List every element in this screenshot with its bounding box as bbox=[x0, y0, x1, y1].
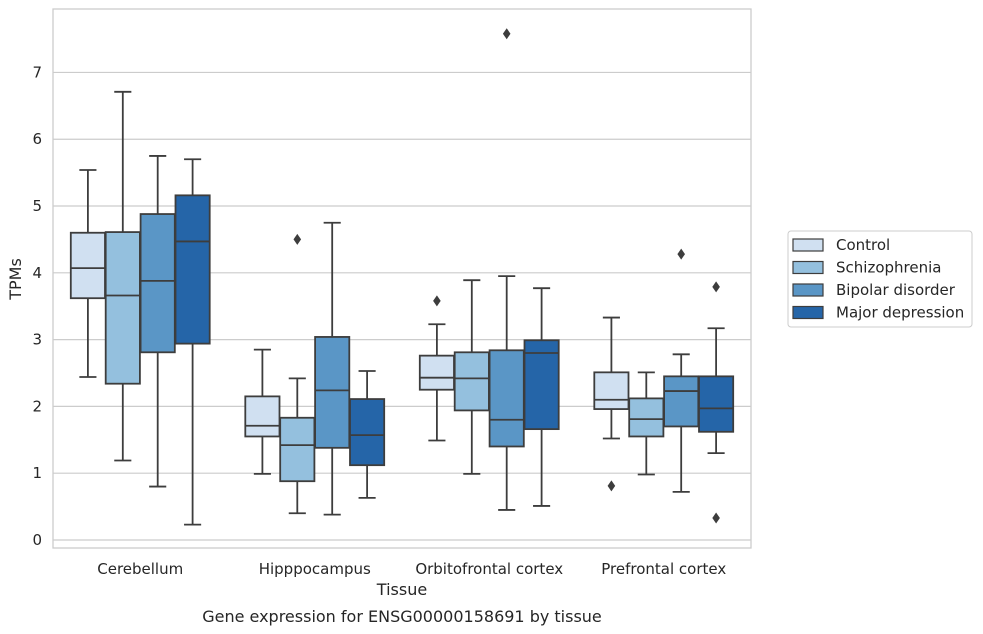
legend-label: Control bbox=[836, 236, 890, 254]
box-2-4 bbox=[349, 370, 386, 499]
iqr-box bbox=[698, 375, 735, 433]
box-4-2 bbox=[628, 371, 665, 476]
outlier-point bbox=[712, 281, 720, 293]
iqr-box bbox=[523, 339, 560, 431]
legend-swatch bbox=[792, 305, 824, 320]
box-1-3 bbox=[139, 155, 176, 488]
y-tick-label: 4 bbox=[32, 264, 42, 282]
outlier-point bbox=[502, 28, 511, 40]
box-1-1 bbox=[69, 169, 106, 378]
legend-label: Schizophrenia bbox=[836, 259, 941, 277]
iqr-box bbox=[418, 354, 455, 391]
iqr-box bbox=[453, 351, 490, 412]
iqr-box bbox=[314, 336, 351, 449]
iqr-box bbox=[69, 231, 106, 300]
y-tick-label: 7 bbox=[32, 63, 42, 81]
box-3-4 bbox=[523, 287, 560, 507]
legend-item: Schizophrenia bbox=[792, 259, 941, 277]
y-tick-label: 3 bbox=[32, 331, 42, 349]
outlier-point bbox=[712, 512, 720, 524]
box-4-1 bbox=[593, 316, 630, 492]
outlier-point bbox=[607, 480, 616, 492]
iqr-box bbox=[349, 398, 386, 467]
y-tick-label: 0 bbox=[32, 531, 42, 549]
iqr-box bbox=[628, 397, 665, 438]
box-3-1 bbox=[418, 295, 455, 442]
x-axis-label: Tissue bbox=[376, 580, 427, 599]
box-2-3 bbox=[314, 221, 351, 516]
legend-item: Major depression bbox=[792, 304, 964, 322]
iqr-box bbox=[663, 375, 700, 428]
y-tick-label: 1 bbox=[32, 464, 42, 482]
box-2-1 bbox=[244, 348, 281, 475]
plot-frame bbox=[52, 8, 752, 549]
legend-swatch bbox=[792, 238, 824, 252]
legend-item: Control bbox=[792, 236, 890, 254]
iqr-box bbox=[593, 371, 630, 410]
iqr-box bbox=[104, 231, 141, 385]
legend: Control Schizophrenia Bipolar disorder Majo… bbox=[787, 230, 973, 328]
box-groups bbox=[69, 28, 735, 526]
x-tick-label: Prefrontal cortex bbox=[601, 560, 726, 578]
x-tick-label: Hipppocampus bbox=[259, 560, 371, 578]
iqr-box bbox=[139, 213, 176, 354]
box-4-3 bbox=[663, 248, 700, 493]
outlier-point bbox=[677, 248, 685, 260]
box-2-2 bbox=[279, 233, 316, 515]
legend-swatch bbox=[792, 283, 824, 297]
y-axis-label: TPMs bbox=[6, 258, 25, 301]
box-4-4 bbox=[698, 281, 735, 524]
box-3-3 bbox=[488, 28, 525, 511]
outlier-point bbox=[293, 233, 302, 245]
box-1-2 bbox=[104, 90, 141, 462]
legend-label: Major depression bbox=[836, 304, 964, 322]
iqr-box bbox=[244, 395, 281, 438]
box-1-4 bbox=[174, 158, 211, 526]
box-3-2 bbox=[453, 279, 490, 475]
y-tick-label: 5 bbox=[32, 197, 42, 215]
iqr-box bbox=[279, 416, 316, 483]
y-tick-label: 2 bbox=[32, 397, 42, 415]
legend-swatch bbox=[792, 260, 824, 275]
legend-item: Bipolar disorder bbox=[792, 281, 956, 299]
iqr-box bbox=[174, 194, 211, 345]
x-tick-label: Cerebellum bbox=[97, 560, 183, 578]
outlier-point bbox=[433, 295, 441, 307]
x-tick-labels: Cerebellum Hipppocampus Orbitofrontal cort… bbox=[97, 560, 726, 578]
chart-caption: Gene expression for ENSG00000158691 by t… bbox=[202, 607, 602, 626]
legend-label: Bipolar disorder bbox=[836, 281, 956, 299]
y-tick-labels: 0 1 2 3 4 5 6 7 bbox=[32, 63, 42, 549]
x-tick-label: Orbitofrontal cortex bbox=[415, 560, 563, 578]
iqr-box bbox=[488, 349, 525, 448]
legend-frame bbox=[787, 230, 973, 328]
y-tick-label: 6 bbox=[32, 130, 42, 148]
